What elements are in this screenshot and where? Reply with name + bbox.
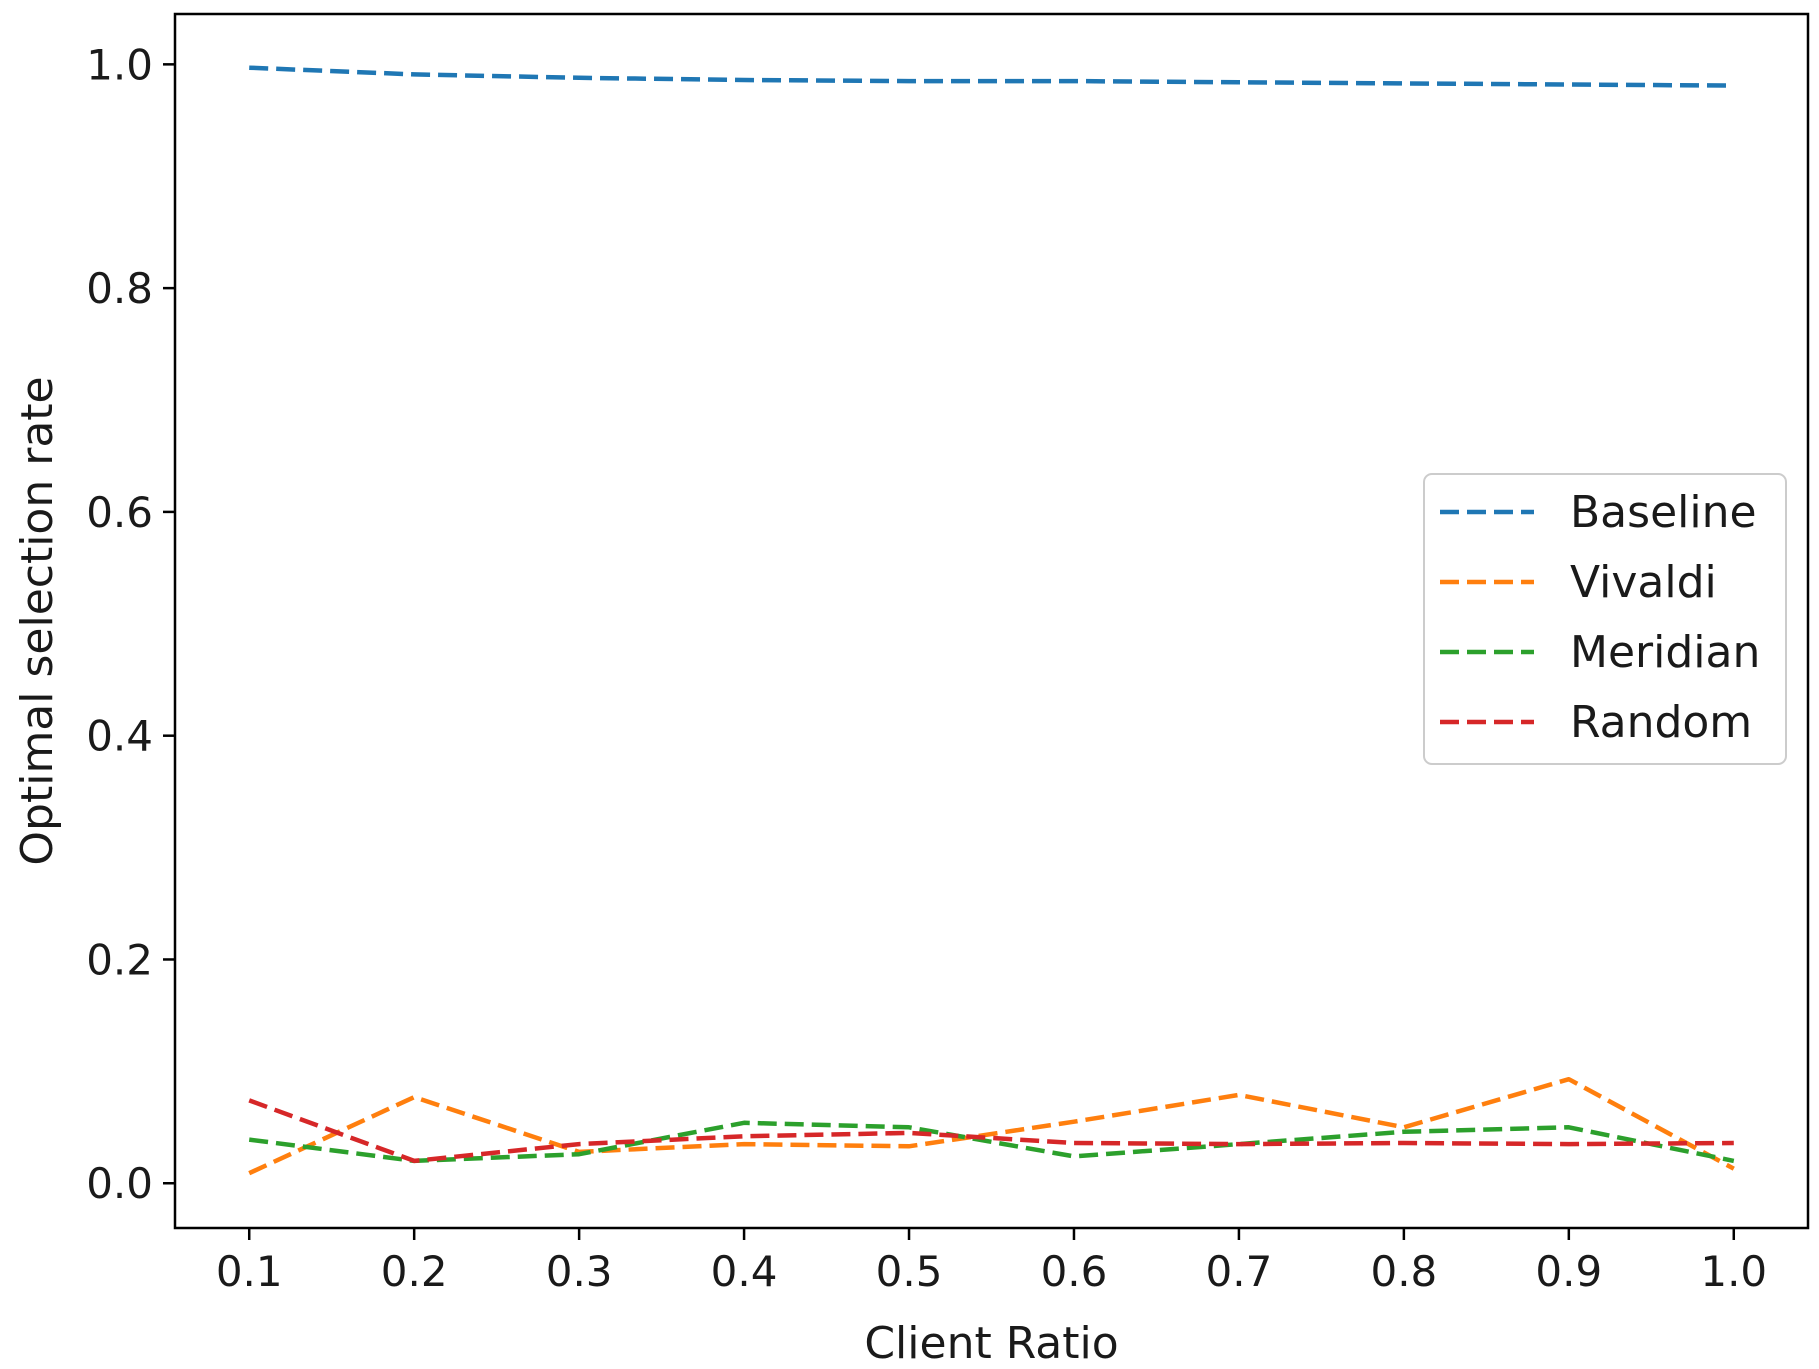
y-tick-label: 0.2: [86, 935, 153, 984]
legend-box: [1423, 473, 1787, 765]
y-tick-label: 0.0: [86, 1159, 153, 1208]
x-tick-label: 0.8: [1370, 1247, 1437, 1296]
x-tick-label: 0.1: [216, 1247, 283, 1296]
x-axis-label: Client Ratio: [864, 1318, 1118, 1365]
x-tick-label: 0.5: [876, 1247, 943, 1296]
x-tick-label: 0.7: [1206, 1247, 1273, 1296]
y-tick-label: 0.6: [86, 488, 153, 537]
series-line-random: [248, 1098, 1734, 1164]
legend-label-baseline: Baseline: [1570, 487, 1757, 538]
series-lines: [248, 65, 1735, 1176]
x-tick-label: 0.2: [381, 1247, 448, 1296]
legend-label-meridian: Meridian: [1570, 627, 1760, 678]
x-tick-label: 0.4: [711, 1247, 778, 1296]
y-tick-label: 0.4: [86, 712, 153, 761]
series-line-baseline: [249, 65, 1734, 88]
x-tick-label: 0.6: [1041, 1247, 1108, 1296]
series-line-meridian: [248, 1120, 1735, 1164]
series-line-vivaldi: [248, 1076, 1735, 1176]
legend: Baseline Vivaldi Meridian Random: [1423, 473, 1787, 765]
y-tick-label: 0.8: [86, 264, 153, 313]
y-tick-label: 1.0: [86, 40, 153, 89]
x-tick-label: 1.0: [1700, 1247, 1767, 1296]
plot-frame: [173, 12, 1810, 1230]
x-tick-label: 0.9: [1535, 1247, 1602, 1296]
legend-label-random: Random: [1570, 697, 1752, 748]
legend-label-vivaldi: Vivaldi: [1570, 557, 1717, 608]
axis-ticks: 0.1 0.2 0.3 0.4 0.5 0.6 0.7 0.8 0.9 1.0 0.0 0.2 0.4 0…: [86, 40, 1767, 1296]
x-tick-label: 0.3: [546, 1247, 613, 1296]
y-axis-label: Optimal selection rate: [12, 376, 63, 865]
